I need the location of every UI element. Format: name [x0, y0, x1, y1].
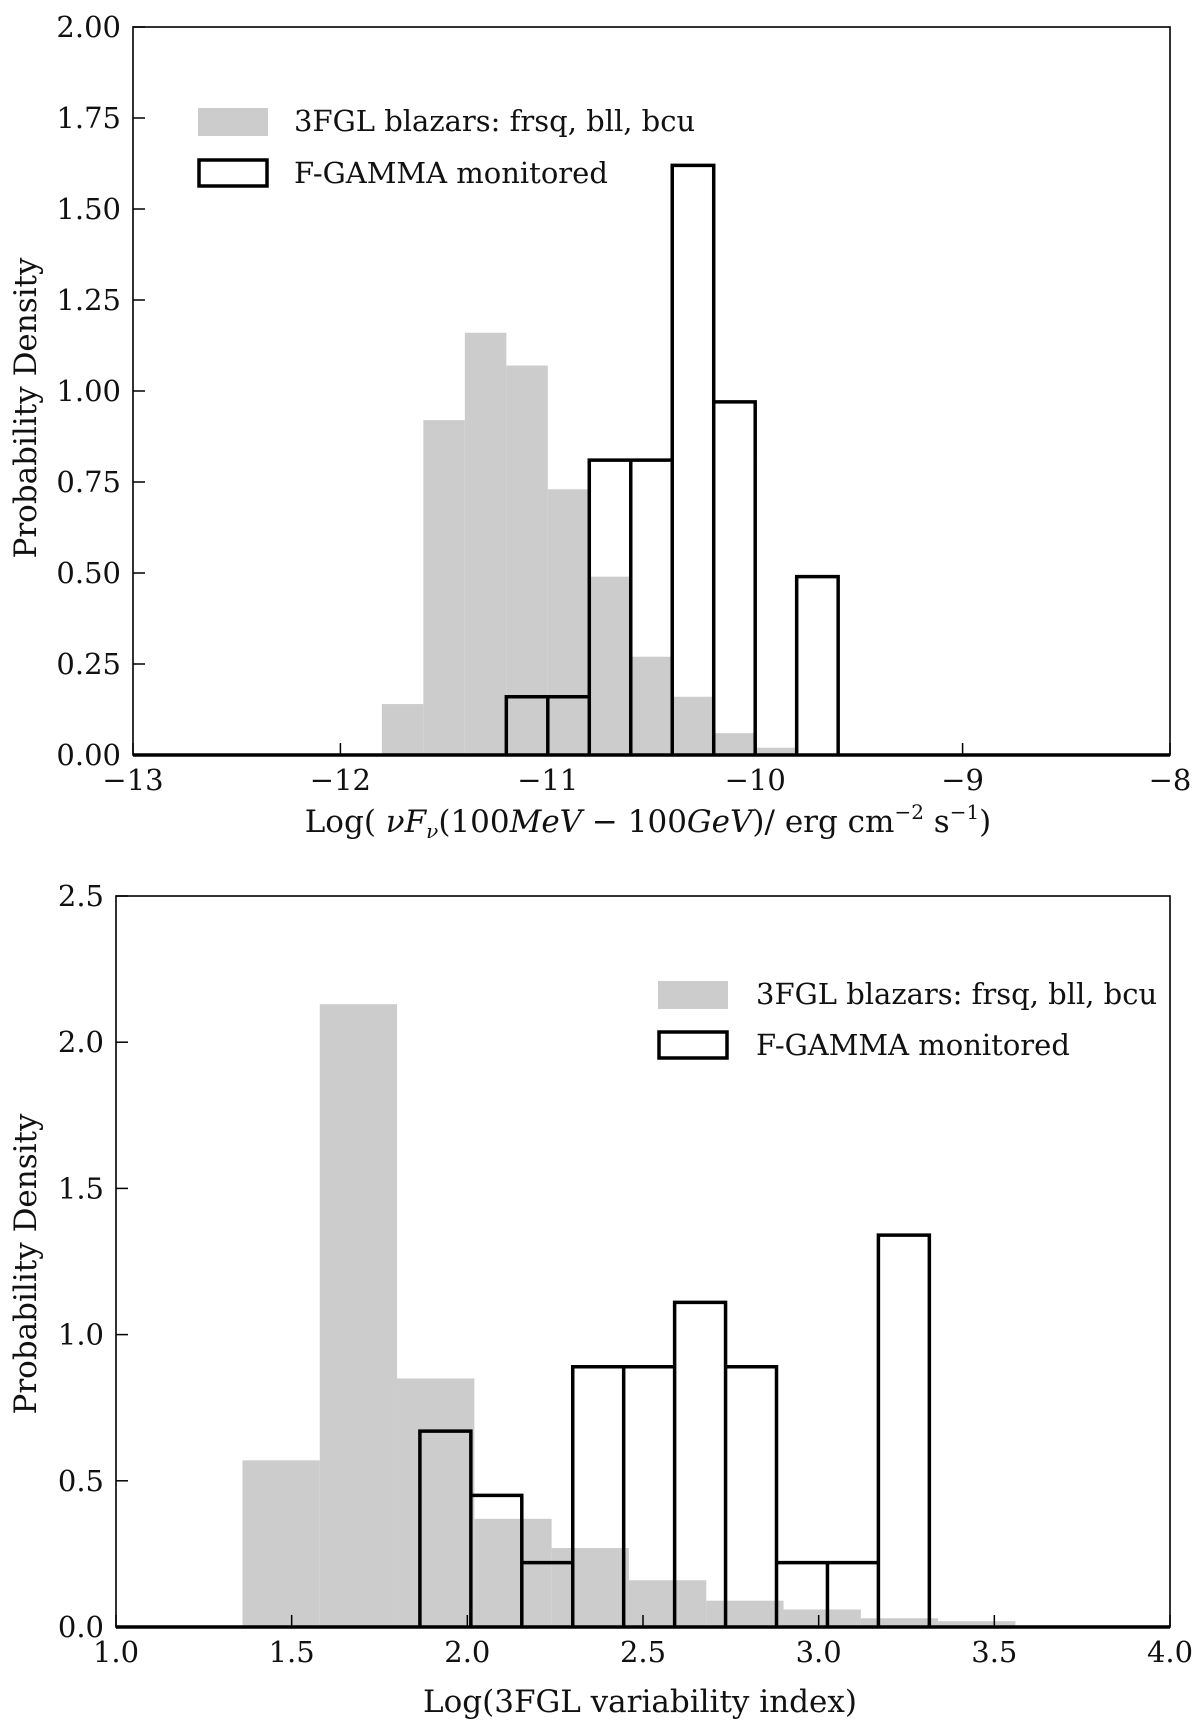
variability-x-tick-label: 1.5	[269, 1635, 315, 1669]
flux-blazar-bar	[630, 656, 673, 755]
flux-blazar-bar	[464, 332, 507, 755]
variability-legend-label-fgamma: F-GAMMA monitored	[756, 1028, 1070, 1062]
variability-blazar-bar	[551, 1548, 629, 1627]
flux-blazar-bar	[755, 747, 797, 755]
flux-blazar-bar	[589, 576, 631, 755]
flux-blazar-bar	[381, 704, 424, 755]
variability-y-axis-label: Probability Density	[8, 1113, 44, 1415]
variability-blazar-bar	[242, 1460, 320, 1627]
flux-x-ticks: −13 −12 −11 −10 −9 −8	[102, 743, 1191, 797]
variability-y-tick-label: 2.0	[58, 1025, 104, 1059]
variability-legend-label-blazars: 3FGL blazars: frsq, bll, bcu	[756, 977, 1157, 1011]
flux-y-tick-label: 1.00	[56, 374, 121, 408]
flux-x-tick-label: −9	[941, 763, 984, 797]
variability-y-tick-label: 1.0	[58, 1318, 104, 1352]
flux-legend: 3FGL blazars: frsq, bll, bcu F-GAMMA mon…	[197, 104, 695, 190]
flux-legend-label-fgamma: F-GAMMA monitored	[294, 156, 608, 190]
variability-fgamma-step-path	[116, 1233, 1170, 1629]
variability-blazar-bar	[397, 1378, 475, 1627]
variability-legend: 3FGL blazars: frsq, bll, bcu F-GAMMA mon…	[657, 977, 1157, 1062]
variability-blazar-bar	[783, 1609, 861, 1627]
flux-x-axis-label: Log( νFν(100MeV − 100GeV)/ erg cm−2 s−1)	[305, 800, 992, 843]
variability-x-ticks: 1.0 1.5 2.0 2.5 3.0 3.5 4.0	[93, 1615, 1193, 1669]
variability-histogram-panel: 1.0 1.5 2.0 2.5 3.0 3.5 4.0 0.0 0.5 1.0 1.5 2.0 2.5…	[8, 879, 1193, 1720]
flux-x-tick-label: −10	[725, 763, 786, 797]
variability-fgamma-step-outline	[116, 1233, 1170, 1629]
variability-blazar-bar	[706, 1600, 784, 1627]
flux-x-tick-label: −13	[102, 763, 163, 797]
variability-blazar-bar	[860, 1618, 939, 1627]
variability-x-tick-label: 2.5	[620, 1635, 666, 1669]
flux-y-tick-label: 1.50	[56, 192, 121, 226]
variability-legend-swatch-blazars	[658, 981, 728, 1009]
variability-x-tick-label: 2.0	[444, 1635, 490, 1669]
variability-y-tick-label: 2.5	[58, 879, 104, 913]
flux-y-tick-label: 1.25	[56, 283, 121, 317]
variability-y-tick-label: 1.5	[58, 1171, 104, 1205]
flux-y-tick-label: 0.25	[56, 647, 121, 681]
variability-blazar-bar	[474, 1518, 552, 1627]
flux-histogram-panel: −13 −12 −11 −10 −9 −8 0.00 0.25 0.50 0.75 1.00 1.2…	[8, 10, 1191, 843]
flux-y-tick-label: 0.00	[56, 738, 121, 772]
flux-legend-swatch-fgamma	[197, 158, 269, 188]
flux-y-tick-label: 0.50	[56, 556, 121, 590]
variability-x-tick-label: 3.5	[971, 1635, 1017, 1669]
variability-blazar-bar	[319, 1004, 398, 1627]
flux-blazar-bar	[713, 733, 756, 755]
flux-legend-label-blazars: 3FGL blazars: frsq, bll, bcu	[294, 104, 695, 138]
flux-blazar-bar	[672, 696, 714, 755]
flux-x-tick-label: −8	[1149, 763, 1192, 797]
flux-y-tick-label: 2.00	[56, 10, 121, 44]
flux-y-tick-label: 0.75	[56, 465, 121, 499]
variability-y-tick-label: 0.5	[58, 1464, 104, 1498]
flux-blazar-bar	[547, 489, 590, 755]
variability-x-tick-label: 3.0	[796, 1635, 842, 1669]
variability-blazar-bar	[628, 1580, 707, 1627]
variability-blazar-bar	[938, 1621, 1016, 1627]
variability-y-ticks: 0.0 0.5 1.0 1.5 2.0 2.5	[58, 879, 128, 1644]
variability-x-tick-label: 4.0	[1147, 1635, 1193, 1669]
variability-y-tick-label: 0.0	[58, 1610, 104, 1644]
flux-y-ticks: 0.00 0.25 0.50 0.75 1.00 1.25 1.50 1.75 2.00	[56, 10, 145, 772]
flux-blazar-bar	[423, 420, 465, 755]
variability-blazar-bars	[242, 1004, 1016, 1627]
variability-x-tick-label: 1.0	[93, 1635, 139, 1669]
flux-blazar-bar	[506, 365, 548, 755]
flux-blazar-bars	[381, 332, 797, 755]
flux-y-tick-label: 1.75	[56, 101, 121, 135]
variability-x-axis-label: Log(3FGL variability index)	[423, 1684, 857, 1720]
flux-y-axis-label: Probability Density	[8, 257, 44, 559]
flux-x-tick-label: −12	[310, 763, 371, 797]
flux-legend-swatch-blazars	[198, 108, 268, 136]
flux-x-tick-label: −11	[517, 763, 578, 797]
variability-legend-swatch-fgamma	[657, 1030, 729, 1060]
